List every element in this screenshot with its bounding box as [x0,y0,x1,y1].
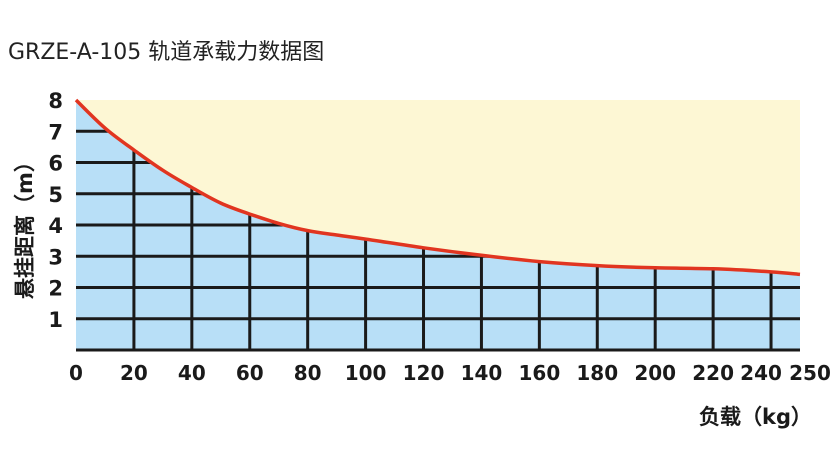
y-tick-label: 6 [48,152,63,176]
y-tick-label: 8 [48,89,63,113]
y-tick-label: 7 [48,120,63,144]
x-tick-label: 20 [120,361,148,385]
x-tick-label: 80 [294,361,322,385]
y-axis-ticks: 1 2 3 4 5 6 7 8 [48,89,63,332]
y-tick-label: 4 [48,214,63,238]
y-tick-label: 5 [48,183,63,207]
y-tick-label: 1 [48,308,63,332]
y-axis-label: 悬挂距离（m） [13,151,37,299]
x-tick-label: 250 [789,361,831,385]
y-tick-label: 2 [48,277,63,301]
chart-title: GRZE-A-105 轨道承载力数据图 [8,40,325,65]
x-tick-label: 60 [236,361,264,385]
y-tick-label: 3 [48,245,63,269]
series-line [74,98,801,277]
x-tick-label: 120 [403,361,445,385]
x-tick-label: 40 [178,361,206,385]
grid [76,129,800,352]
x-axis-label: 负载（kg） [699,405,812,429]
x-tick-label: 100 [345,361,387,385]
x-tick-label: 180 [576,361,618,385]
x-tick-label: 220 [692,361,734,385]
x-tick-label: 0 [69,361,83,385]
x-tick-label: 140 [461,361,503,385]
x-tick-label: 240 [740,361,782,385]
x-tick-label: 160 [518,361,560,385]
x-tick-label: 200 [634,361,676,385]
x-axis-ticks: 0 20 40 60 80 100 120 140 160 180 200 220 240 250 [69,361,831,385]
